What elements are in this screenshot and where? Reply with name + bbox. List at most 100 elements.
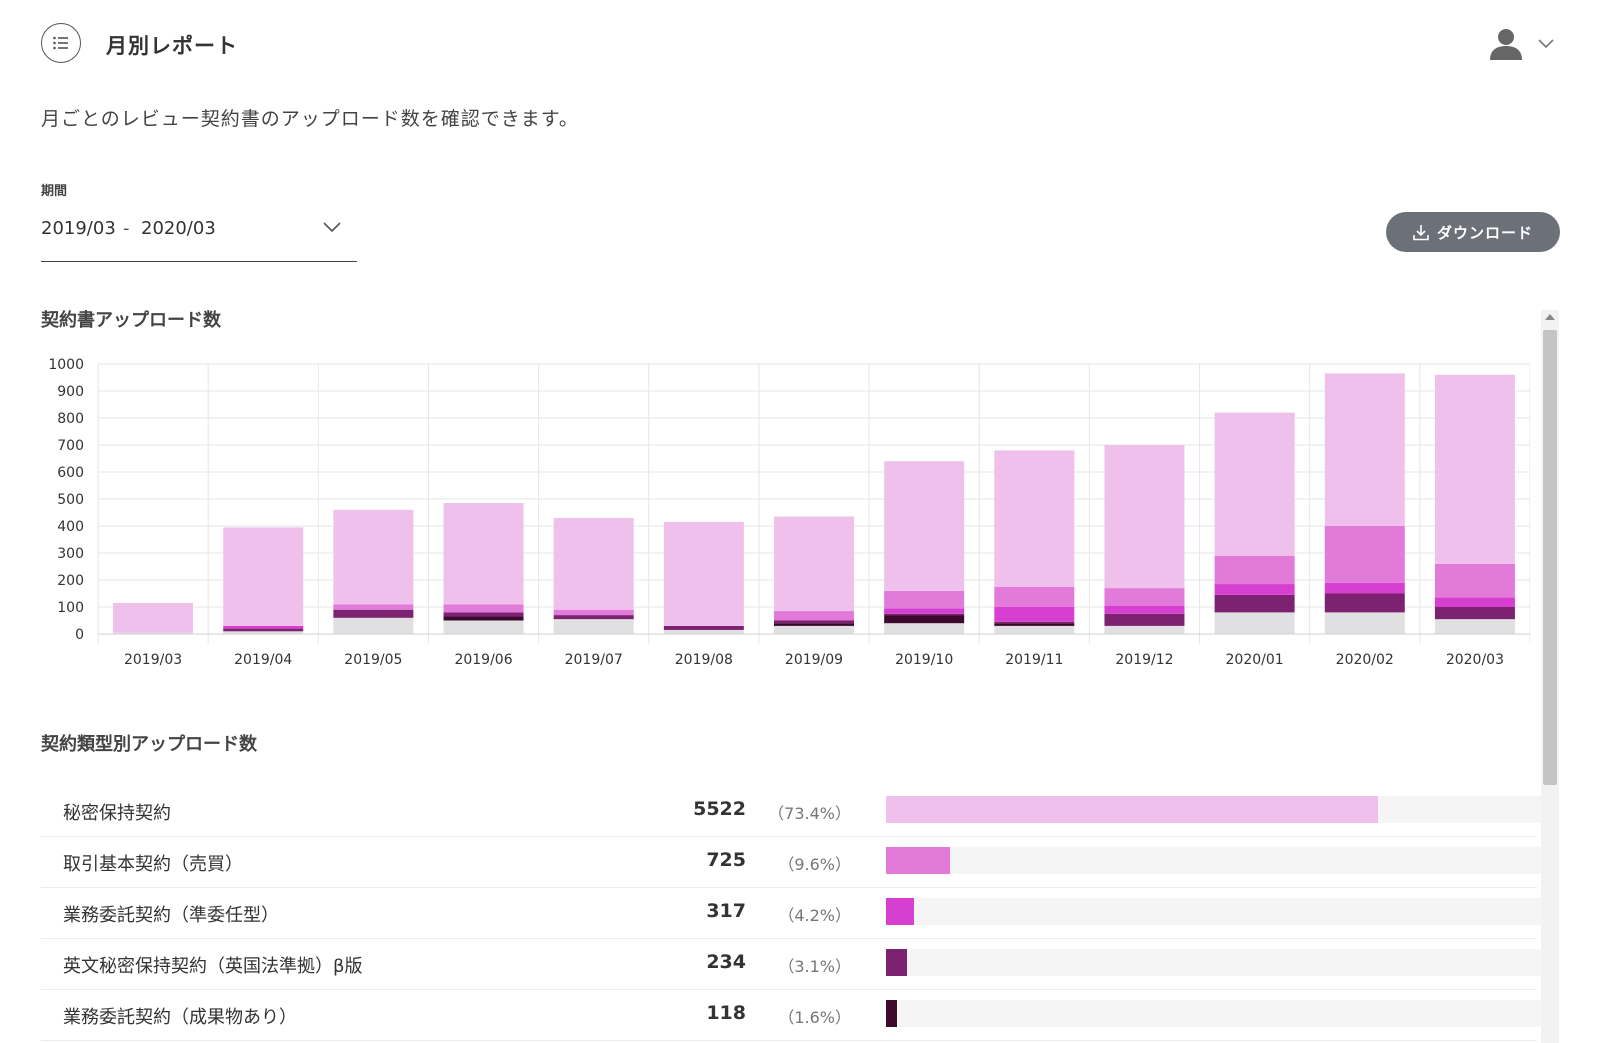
bar-segment [774, 625, 854, 634]
y-tick-label: 600 [57, 465, 84, 481]
bar-segment [1214, 594, 1295, 613]
bar-segment [223, 625, 304, 629]
bar-segment [223, 628, 304, 632]
bar-segment [1104, 625, 1185, 634]
period-select[interactable]: 2019/03 - 2020/03 [41, 208, 357, 262]
scroll-thumb[interactable] [1543, 330, 1557, 785]
bar-segment [1324, 582, 1405, 594]
bar-segment [223, 527, 304, 626]
upload-count-chart: 0 100 200 300 400 500 600 700 800 900 1000 2019/03 2… [48, 357, 1530, 668]
bar-segment [333, 609, 414, 618]
bar-segment [884, 608, 965, 614]
x-tick-label: 2020/02 [1336, 652, 1394, 668]
y-tick-label: 100 [57, 600, 84, 616]
user-menu[interactable] [1488, 24, 1568, 64]
table-row: 業務委託契約（準委任型） 317 （4.2%） [41, 888, 1556, 939]
period-start: 2019/03 [41, 218, 116, 239]
x-tick-label: 2019/11 [1005, 652, 1063, 668]
table-row: 英文秘密保持契約（英国法準拠）β版 234 （3.1%） [41, 939, 1556, 990]
y-tick-label: 200 [57, 573, 84, 589]
bar-segment [884, 590, 965, 609]
download-label: ダウンロード [1436, 223, 1533, 242]
y-tick-label: 800 [57, 411, 84, 427]
menu-button[interactable] [41, 23, 81, 63]
bar-segment [774, 611, 854, 621]
y-tick-label: 500 [57, 492, 84, 508]
y-tick-label: 700 [57, 438, 84, 454]
table-row: 取引基本契約（売買） 725 （9.6%） [41, 837, 1556, 888]
table-row: 業務委託契約（成果物あり） 118 （1.6%） [41, 990, 1556, 1041]
bar-segment [553, 517, 634, 610]
bar-segment [1434, 597, 1515, 607]
scrollbar[interactable] [1541, 310, 1559, 1043]
bar-segment [1214, 584, 1295, 595]
bar-segment [113, 632, 194, 634]
share-bar-track [886, 847, 1556, 874]
bar-segment [1324, 612, 1405, 634]
x-tick-label: 2019/09 [785, 652, 843, 668]
x-tick-label: 2019/07 [565, 652, 623, 668]
bar-segment [553, 609, 634, 616]
list-icon [53, 36, 68, 50]
contract-type-percent: （4.2%） [778, 906, 851, 925]
bar-segment [1434, 374, 1515, 564]
share-bar-track [886, 898, 1556, 925]
y-tick-label: 1000 [48, 357, 84, 373]
bar-segment [113, 602, 194, 633]
table-row: 秘密保持契約 5522 （73.4%） [41, 786, 1556, 837]
x-tick-label: 2020/03 [1446, 652, 1504, 668]
bar-segment [443, 612, 524, 617]
y-tick-label: 0 [75, 627, 84, 643]
bar-segment [443, 620, 524, 634]
bar-segment [1324, 593, 1405, 613]
bar-segment [994, 586, 1075, 607]
contract-type-name: 秘密保持契約 [63, 803, 171, 824]
download-button[interactable]: ダウンロード [1386, 212, 1560, 252]
bar-segment [1214, 555, 1295, 585]
bar-segment [1324, 526, 1405, 583]
user-icon [1490, 29, 1522, 60]
contract-type-name: 英文秘密保持契約（英国法準拠）β版 [63, 956, 363, 977]
contract-type-percent: （1.6%） [778, 1008, 851, 1027]
bar-segment [884, 623, 965, 634]
page-description: 月ごとのレビュー契約書のアップロード数を確認できます。 [41, 108, 579, 130]
x-tick-label: 2019/06 [454, 652, 512, 668]
bar-segment [994, 623, 1075, 626]
bar-segment [994, 625, 1075, 634]
share-bar-track [886, 1000, 1556, 1027]
bar-segment [223, 631, 304, 634]
share-bar-fill [886, 796, 1378, 823]
bar-segment [1104, 613, 1185, 626]
period-label: 期間 [41, 184, 68, 199]
bar-segment [994, 607, 1075, 622]
share-bar-track [886, 949, 1556, 976]
app-header: 月別レポート [0, 0, 1600, 90]
page-title: 月別レポート [106, 34, 238, 58]
bar-segment [884, 615, 965, 624]
bar-segment [333, 509, 414, 605]
bar-segment [994, 450, 1075, 587]
bar-segment [443, 604, 524, 613]
contract-type-count: 234 [706, 951, 746, 973]
contract-type-name: 取引基本契約（売買） [63, 854, 243, 875]
contract-type-percent: （3.1%） [778, 957, 851, 976]
bar-segment [1214, 412, 1295, 556]
period-end: 2020/03 [141, 218, 216, 239]
share-bar-fill [886, 1000, 897, 1027]
x-tick-label: 2019/04 [234, 652, 292, 668]
period-separator: - [123, 218, 130, 239]
bar-segment [1434, 563, 1515, 598]
bar-segment [333, 604, 414, 610]
scroll-up-arrow-icon[interactable] [1545, 314, 1555, 320]
bar-segment [994, 621, 1075, 624]
chart-title: 契約書アップロード数 [41, 310, 221, 331]
share-bar-fill [886, 898, 915, 925]
y-tick-label: 900 [57, 384, 84, 400]
chevron-down-icon [1538, 39, 1554, 49]
y-tick-label: 400 [57, 519, 84, 535]
share-bar-track [886, 796, 1556, 823]
bar-segment [1104, 445, 1185, 589]
x-tick-label: 2019/10 [895, 652, 953, 668]
contract-type-count: 118 [706, 1002, 746, 1024]
x-tick-label: 2019/12 [1115, 652, 1173, 668]
